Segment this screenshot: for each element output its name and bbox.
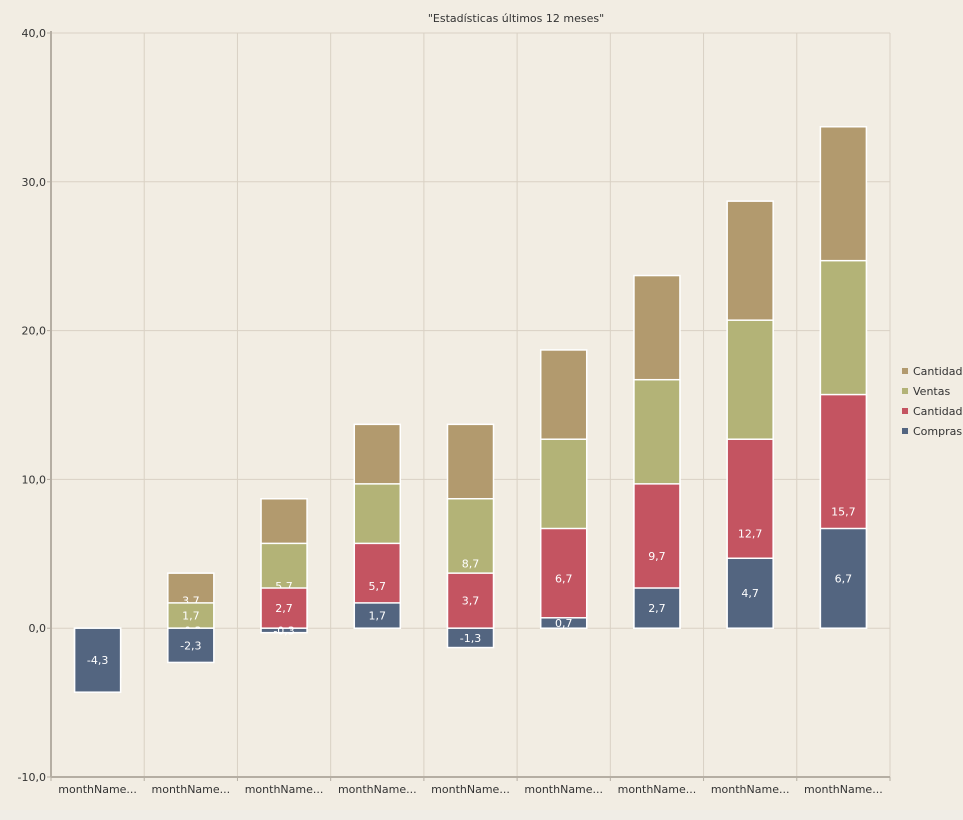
data-label: 2,7 [648,602,666,615]
bar-compras [446,627,495,649]
bar-ventas [167,602,215,629]
y-tick-label: 20,0 [22,325,47,338]
data-label: 8,7 [462,557,480,570]
bar-compras [726,557,774,629]
x-tick-label: monthName... [524,783,603,796]
data-label: 9,7 [648,550,666,563]
data-label: 12,7 [738,528,763,541]
bar-compras [819,527,868,629]
data-label: -4,3 [87,654,108,667]
bar-compras [539,617,588,629]
x-tick-label: monthName... [431,783,510,796]
x-tick-label: monthName... [152,783,231,796]
data-label: -2,3 [180,639,201,652]
axes: -10,0 0,0 10,0 20,0 30,0 40,0 monthName... mont… [18,27,891,796]
bar-cantidad-compras [446,572,495,629]
bar-compras [167,627,215,664]
x-tick-label: monthName... [804,783,883,796]
data-label: 0,7 [555,617,573,630]
x-tick-label: monthName... [711,783,790,796]
bar-compras [633,587,681,629]
data-label: 4,7 [741,587,759,600]
bar-compras [73,627,122,693]
data-label: 5,7 [369,580,387,593]
x-tick-label: monthName... [618,783,697,796]
y-tick-label: 30,0 [22,176,47,189]
data-label: 1,7 [369,610,387,623]
legend-label: Compras [913,425,962,438]
data-label: 15,7 [831,505,856,518]
y-tick-label: -10,0 [18,771,46,784]
x-tick-label: monthName... [338,783,417,796]
legend-label: Cantidad v [913,365,963,378]
data-label: 1,7 [182,610,200,623]
data-label: -0,3 [273,624,294,637]
legend: Cantidad v Ventas Cantidad C Compras [902,365,963,438]
legend-swatch [902,368,908,374]
x-tick-label: monthName... [58,783,137,796]
legend-swatch [902,428,908,434]
data-label: 2,7 [275,602,293,615]
grid [51,32,891,778]
y-tick-label: 10,0 [22,473,47,486]
x-tick-label: monthName... [245,783,324,796]
bars: -1,3-2,3-3,3-4,33,71,7-0,3-2,38,75,72,7-… [73,125,868,693]
data-label: -1,3 [460,632,481,645]
legend-label: Cantidad C [913,405,963,418]
y-tick-label: 40,0 [22,27,47,40]
legend-swatch [902,408,908,414]
data-label: 6,7 [835,572,853,585]
bar-compras [353,602,402,629]
bottom-strip [0,810,963,820]
bar-compras [260,627,308,634]
legend-label: Ventas [913,385,950,398]
y-tick-label: 0,0 [29,622,47,635]
chart-title: "Estadísticas últimos 12 meses" [428,12,604,25]
bar-cantidad-compras [539,527,588,629]
legend-swatch [902,388,908,394]
data-label: 3,7 [462,595,480,608]
data-label: 6,7 [555,572,573,585]
